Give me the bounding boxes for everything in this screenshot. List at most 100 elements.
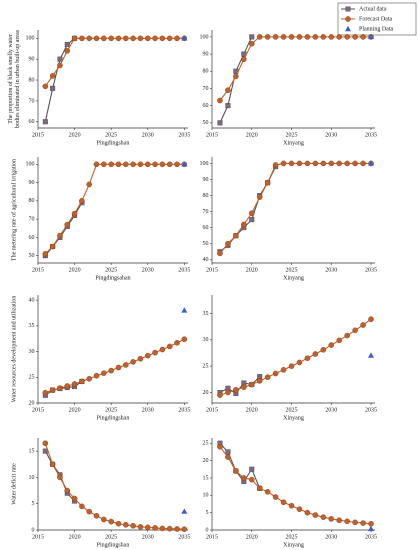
actual-marker: [42, 119, 48, 125]
forecast-marker: [42, 83, 49, 90]
forecast-marker: [360, 34, 366, 40]
x-tick-label: 2020: [69, 534, 81, 540]
forecast-marker: [137, 355, 144, 362]
forecast-marker: [328, 34, 335, 40]
forecast-marker: [101, 370, 107, 376]
x-tick-label: 2020: [69, 267, 81, 273]
forecast-marker: [233, 232, 239, 239]
forecast-marker: [101, 35, 107, 42]
x-tick-label: 2030: [142, 407, 154, 413]
axis-line: [37, 438, 188, 531]
forecast-marker: [320, 346, 327, 353]
forecast-marker: [49, 243, 56, 250]
legend-marker: [345, 16, 351, 22]
forecast-marker: [217, 443, 223, 450]
y-tick-label: 50: [203, 241, 209, 247]
forecast-marker: [115, 520, 122, 527]
forecast-marker: [225, 389, 231, 396]
y-axis-label: Water resources development and utilizat…: [11, 296, 17, 403]
actual-marker: [217, 120, 223, 126]
forecast-marker: [280, 34, 287, 40]
planning-marker: [368, 525, 375, 532]
forecast-marker: [49, 387, 56, 393]
x-tick-label: 2035: [365, 267, 377, 273]
x-axis-label: Xinyang: [283, 275, 304, 281]
y-tick-label: 70: [203, 86, 209, 92]
forecast-marker: [86, 376, 93, 382]
forecast-marker: [79, 503, 85, 510]
y-tick-label: 50: [29, 253, 35, 259]
planning-marker: [181, 35, 188, 41]
x-tick-label: 2025: [286, 267, 298, 273]
forecast-marker: [159, 346, 166, 353]
forecast-marker: [296, 34, 303, 40]
x-tick-label: 2030: [142, 132, 154, 138]
forecast-marker: [57, 62, 63, 69]
actual-marker: [249, 466, 255, 472]
forecast-marker: [64, 48, 71, 54]
x-tick-label: 2030: [325, 267, 337, 273]
forecast-marker: [152, 525, 158, 531]
forecast-marker: [336, 517, 343, 524]
y-tick-label: 5: [32, 501, 35, 507]
forecast-marker: [181, 526, 188, 533]
forecast-marker: [264, 179, 271, 186]
forecast-marker: [115, 161, 122, 168]
y-tick-label: 80: [203, 193, 209, 199]
x-tick-label: 2020: [246, 267, 258, 273]
y-tick-label: 30: [29, 349, 35, 355]
forecast-marker: [296, 359, 303, 366]
series-line: [219, 36, 253, 124]
x-tick-label: 2025: [105, 267, 117, 273]
x-tick-label: 2025: [286, 132, 298, 138]
forecast-marker: [272, 162, 279, 168]
forecast-marker: [123, 35, 129, 42]
legend-label: Actual data: [359, 6, 387, 12]
y-tick-label: 70: [29, 98, 35, 104]
forecast-marker: [130, 522, 136, 529]
forecast-marker: [115, 35, 122, 42]
y-tick-label: 20: [203, 458, 209, 464]
forecast-marker: [144, 524, 151, 531]
forecast-marker: [368, 316, 374, 323]
forecast-marker: [130, 35, 136, 42]
x-axis-label: Pingdingshan: [97, 542, 130, 548]
forecast-marker: [352, 160, 358, 167]
y-tick-label: 60: [203, 225, 209, 231]
forecast-marker: [248, 381, 255, 388]
y-tick-label: 40: [203, 257, 209, 263]
x-tick-label: 2015: [32, 132, 44, 138]
forecast-marker: [71, 35, 78, 42]
forecast-marker: [248, 476, 255, 483]
forecast-marker: [108, 35, 114, 42]
x-tick-label: 2035: [365, 534, 377, 540]
forecast-marker: [166, 343, 173, 350]
legend-marker: [345, 25, 351, 32]
forecast-marker: [152, 349, 158, 356]
series-line: [44, 163, 185, 255]
planning-marker: [181, 161, 188, 167]
y-tick-label: 60: [29, 235, 35, 241]
planning-marker: [181, 307, 188, 313]
y-tick-label: 10: [29, 475, 35, 481]
forecast-marker: [225, 240, 231, 247]
x-tick-label: 2020: [69, 132, 81, 138]
y-axis-label: The proportion of black smelly water: [7, 34, 14, 123]
x-tick-label: 2030: [325, 132, 337, 138]
series-line: [219, 162, 372, 254]
forecast-marker: [352, 519, 358, 526]
forecast-marker: [304, 509, 311, 516]
forecast-marker: [49, 73, 56, 79]
y-tick-label: 20: [203, 390, 209, 396]
x-tick-label: 2025: [286, 534, 298, 540]
forecast-marker: [159, 161, 166, 168]
forecast-marker: [256, 34, 263, 40]
forecast-marker: [312, 34, 319, 40]
forecast-marker: [71, 495, 78, 502]
x-tick-label: 2020: [246, 534, 258, 540]
forecast-marker: [272, 494, 279, 500]
forecast-marker: [42, 440, 49, 447]
forecast-marker: [288, 363, 295, 369]
actual-marker: [57, 56, 63, 62]
